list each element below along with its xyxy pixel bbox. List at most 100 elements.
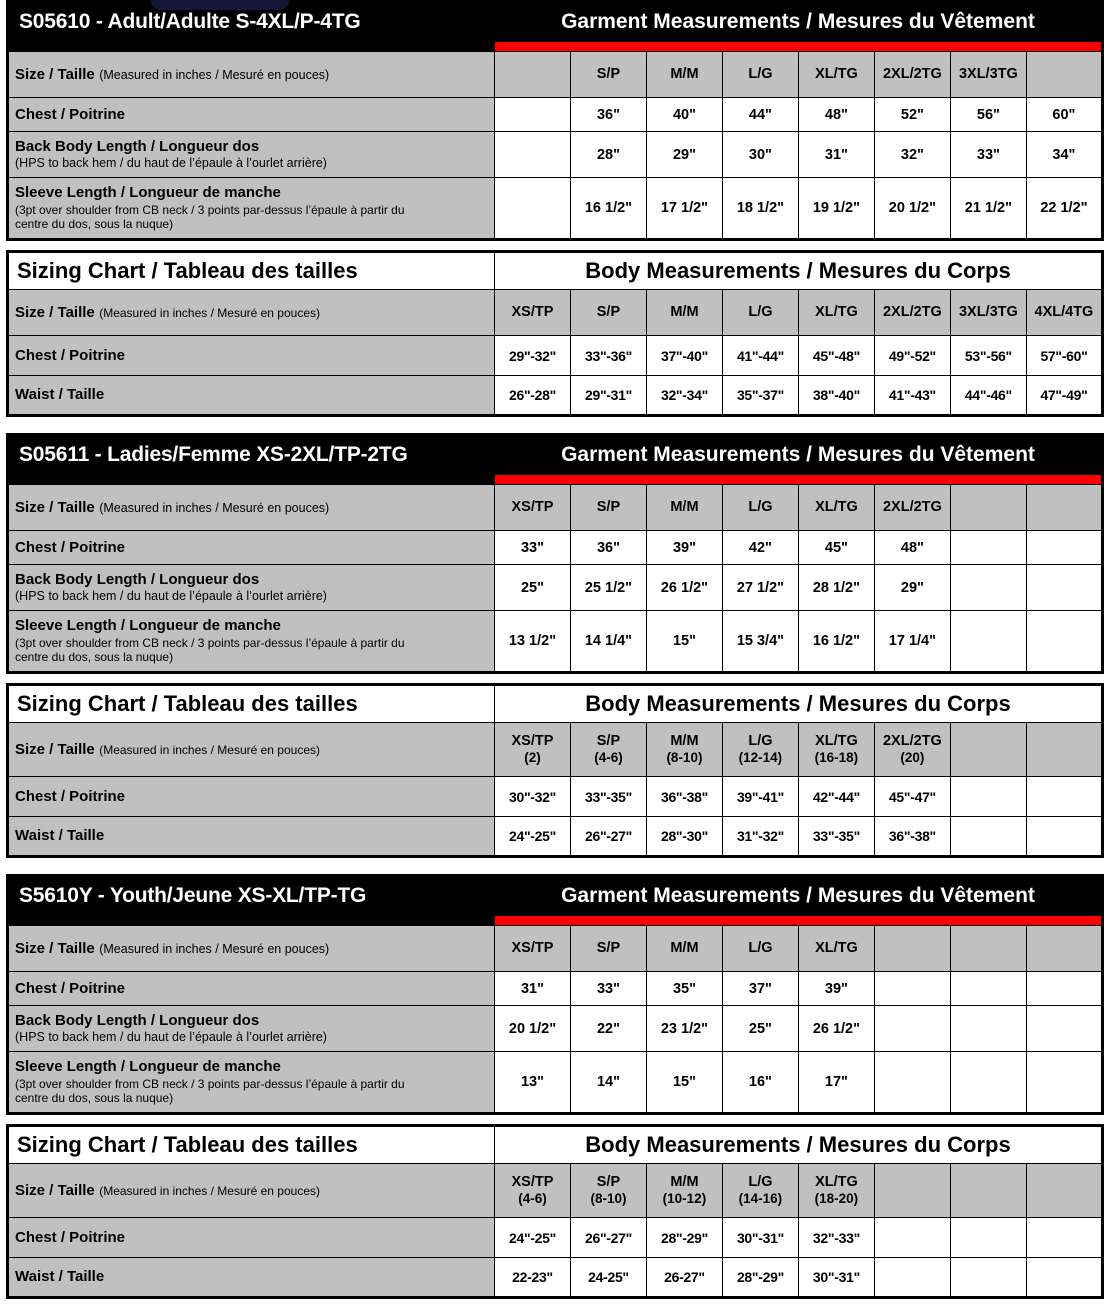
cell: 15" bbox=[645, 610, 723, 673]
col-head-4: XL/TG bbox=[797, 925, 875, 972]
row-label-text: Chest / Poitrine bbox=[15, 105, 126, 123]
ladies-body-section: Sizing Chart / Tableau des tailles Body … bbox=[6, 683, 1104, 858]
row-label-waist: Waist / Taille bbox=[7, 1257, 495, 1298]
cell: 32"-34" bbox=[645, 375, 723, 416]
cell: 26"-27" bbox=[569, 1217, 647, 1258]
cell-empty bbox=[1025, 564, 1104, 611]
adult-red-divider bbox=[7, 41, 1104, 52]
cell: 17 1/4" bbox=[873, 610, 951, 673]
ladies-garment-heading: Garment Measurements / Mesures du Vêteme… bbox=[493, 434, 1104, 475]
cell: 37" bbox=[721, 971, 799, 1006]
col-head-6: 3XL/3TG bbox=[949, 289, 1027, 336]
cell: 33" bbox=[493, 530, 571, 565]
col-head-0 bbox=[493, 51, 571, 98]
cell: 31" bbox=[493, 971, 571, 1006]
cell: 23 1/2" bbox=[645, 1005, 723, 1052]
col-head-7 bbox=[1025, 925, 1104, 972]
col-head-sub: (8-10) bbox=[666, 750, 703, 766]
row-label-note: (HPS to back hem / du haut de l’épaule à… bbox=[15, 156, 327, 171]
cell-empty bbox=[949, 971, 1027, 1006]
col-head-3: L/G bbox=[721, 484, 799, 531]
cell: 30"-32" bbox=[493, 776, 571, 817]
col-head-sub: (4-6) bbox=[518, 1191, 547, 1207]
row-label-sleeve-length: Sleeve Length / Longueur de manche (3pt … bbox=[7, 610, 495, 673]
cell: 60" bbox=[1025, 97, 1104, 132]
row-label-sleeve-length: Sleeve Length / Longueur de manche (3pt … bbox=[7, 177, 495, 240]
col-head-5 bbox=[873, 925, 951, 972]
ladies-body-column-headers: Size / Taille (Measured in inches / Mesu… bbox=[7, 722, 1104, 777]
cell-empty bbox=[1025, 1257, 1104, 1298]
col-head-1: S/P bbox=[569, 289, 647, 336]
row-label-text: Sleeve Length / Longueur de manche bbox=[15, 617, 281, 635]
col-head-sub: (4-6) bbox=[594, 750, 623, 766]
adult-body-section: Sizing Chart / Tableau des tailles Body … bbox=[6, 250, 1104, 417]
col-head-6 bbox=[949, 484, 1027, 531]
col-head-main: 2XL/2TG bbox=[882, 733, 942, 750]
cell: 26"-28" bbox=[493, 375, 571, 416]
adult-garment-heading: Garment Measurements / Mesures du Vêteme… bbox=[493, 1, 1104, 42]
col-head-sub: (10-12) bbox=[662, 1191, 707, 1207]
col-head-6 bbox=[949, 1163, 1027, 1218]
body-measurements-title: Body Measurements / Mesures du Corps bbox=[493, 251, 1104, 290]
cell-empty bbox=[1025, 530, 1104, 565]
row-label-text: Back Body Length / Longueur dos bbox=[15, 570, 260, 588]
col-head-5: 2XL/2TG bbox=[873, 51, 951, 98]
cell: 53"-56" bbox=[949, 335, 1027, 376]
size-label: Size / Taille bbox=[15, 303, 95, 321]
row-label-chest: Chest / Poitrine bbox=[7, 335, 495, 376]
cell-empty bbox=[1025, 610, 1104, 673]
cell: 24"-25" bbox=[493, 816, 571, 857]
size-label: Size / Taille bbox=[15, 1181, 95, 1199]
cell-empty bbox=[1025, 816, 1104, 857]
col-head-sub: (2) bbox=[524, 750, 541, 766]
cell: 32"-33" bbox=[797, 1217, 875, 1258]
col-head-5 bbox=[873, 1163, 951, 1218]
size-label-note: (Measured in inches / Mesuré en pouces) bbox=[99, 67, 330, 82]
col-head-1: S/P bbox=[569, 51, 647, 98]
table-row: Chest / Poitrine 30"-32" 33"-35" 36"-38"… bbox=[7, 776, 1104, 817]
cell: 31"-32" bbox=[721, 816, 799, 857]
row-label-note-1: (3pt over shoulder from CB neck / 3 poin… bbox=[15, 635, 405, 650]
cell: 13" bbox=[493, 1051, 571, 1114]
col-head-2: M/M bbox=[645, 484, 723, 531]
col-head-4: XL/TG bbox=[797, 484, 875, 531]
row-label-text: Chest / Poitrine bbox=[15, 538, 126, 556]
youth-red-divider bbox=[7, 915, 1104, 926]
col-head-7: 4XL/4TG bbox=[1025, 289, 1104, 336]
youth-garment-table: S5610Y - Youth/Jeune XS-XL/TP-TG Garment… bbox=[6, 874, 1104, 1115]
cell: 48" bbox=[873, 530, 951, 565]
row-label-text: Waist / Taille bbox=[15, 827, 105, 845]
row-label-chest: Chest / Poitrine bbox=[7, 530, 495, 565]
row-label-text: Sleeve Length / Longueur de manche bbox=[15, 184, 281, 202]
cell: 40" bbox=[645, 97, 723, 132]
row-label-text: Back Body Length / Longueur dos bbox=[15, 137, 260, 155]
cell-empty bbox=[949, 776, 1027, 817]
ladies-red-divider bbox=[7, 474, 1104, 485]
size-label-note: (Measured in inches / Mesuré en pouces) bbox=[99, 941, 330, 956]
cell: 30"-31" bbox=[797, 1257, 875, 1298]
table-row: Waist / Taille 26"-28" 29"-31" 32"-34" 3… bbox=[7, 375, 1104, 416]
cell: 17 1/2" bbox=[645, 177, 723, 240]
cell bbox=[493, 97, 571, 132]
col-head-2: M/M bbox=[645, 289, 723, 336]
col-head-1: S/P bbox=[569, 484, 647, 531]
table-row: Chest / Poitrine 36" 40" 44" 48" 52" 56"… bbox=[7, 97, 1104, 132]
cell: 25" bbox=[721, 1005, 799, 1052]
row-label-text: Waist / Taille bbox=[15, 386, 105, 404]
table-row: Sleeve Length / Longueur de manche (3pt … bbox=[7, 177, 1104, 240]
table-row: Sleeve Length / Longueur de manche (3pt … bbox=[7, 1051, 1104, 1114]
cell: 41"-43" bbox=[873, 375, 951, 416]
adult-body-table: Sizing Chart / Tableau des tailles Body … bbox=[6, 250, 1104, 417]
cell: 30" bbox=[721, 131, 799, 178]
cell-empty bbox=[949, 610, 1027, 673]
row-label-text: Chest / Poitrine bbox=[15, 787, 126, 805]
cell: 16 1/2" bbox=[797, 610, 875, 673]
col-head-1: S/P (8-10) bbox=[569, 1163, 647, 1218]
cell: 20 1/2" bbox=[873, 177, 951, 240]
cell: 33"-35" bbox=[569, 776, 647, 817]
col-head-main: XS/TP bbox=[511, 1174, 554, 1191]
cell: 22 1/2" bbox=[1025, 177, 1104, 240]
table-row: Chest / Poitrine 29"-32" 33"-36" 37"-40"… bbox=[7, 335, 1104, 376]
cell-empty bbox=[949, 1217, 1027, 1258]
